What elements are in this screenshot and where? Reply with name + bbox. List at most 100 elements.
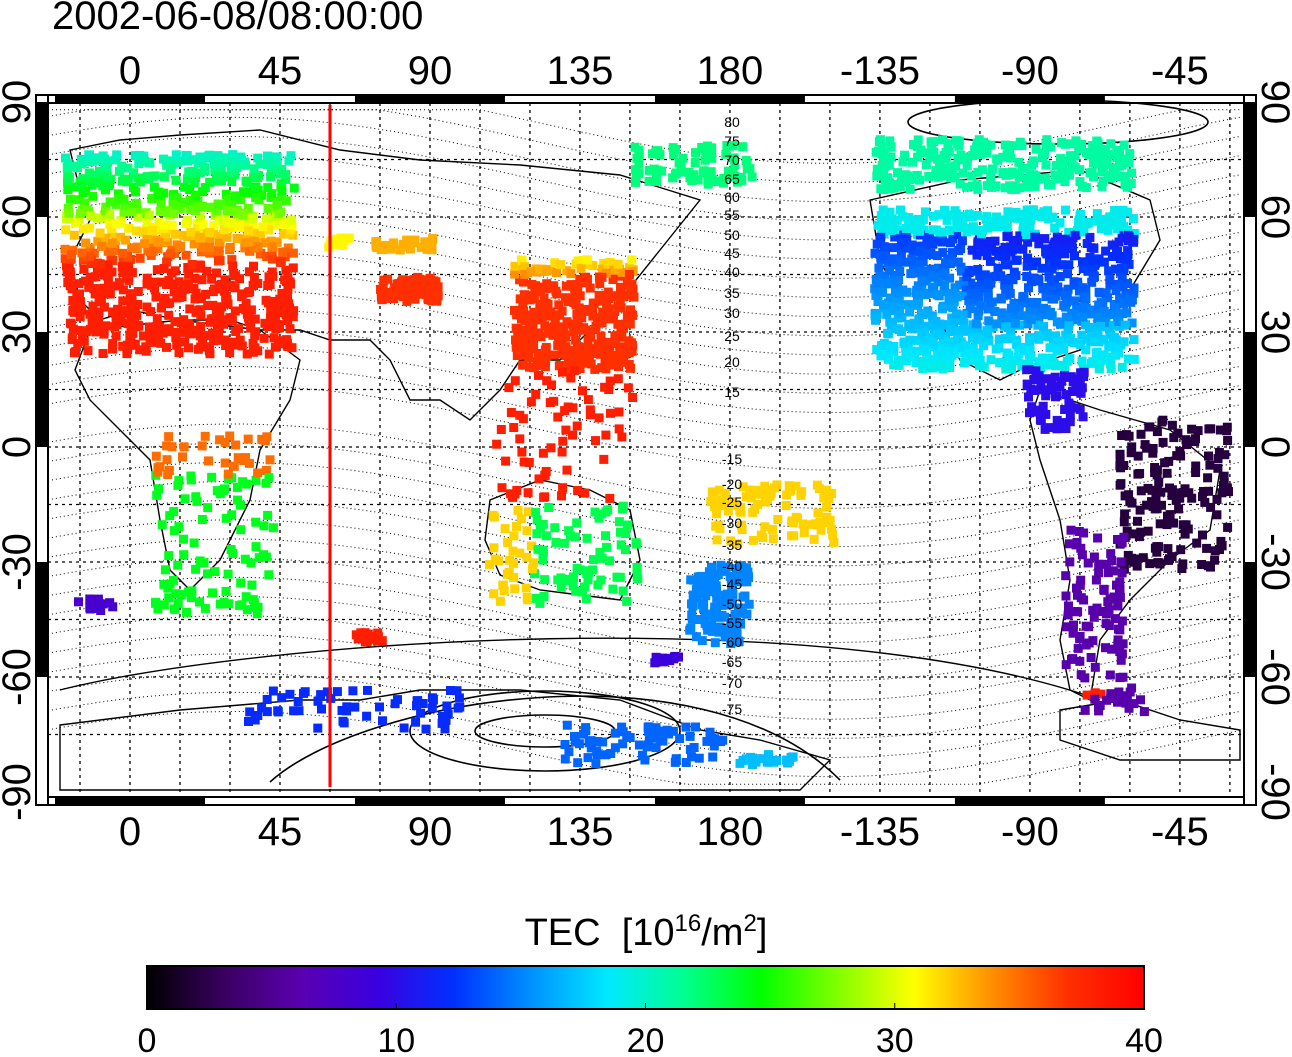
- tec-cell: [126, 289, 136, 299]
- tec-cell: [1117, 273, 1127, 283]
- tec-cell: [1180, 529, 1190, 539]
- tec-cell: [286, 215, 296, 225]
- tec-cell: [509, 423, 519, 432]
- tec-cell: [728, 141, 738, 151]
- tec-cell: [712, 509, 722, 519]
- tec-cell: [122, 349, 132, 359]
- tec-cell: [934, 330, 944, 340]
- tec-cell: [929, 147, 939, 157]
- border-segment: [354, 797, 505, 805]
- tec-cell: [1067, 237, 1076, 247]
- tec-cell: [1220, 450, 1230, 460]
- tec-cell: [165, 511, 175, 521]
- tec-cell: [634, 150, 644, 160]
- tec-cell: [550, 523, 560, 533]
- tec-cell: [525, 295, 535, 305]
- tec-cell: [558, 483, 568, 493]
- tec-cell: [540, 362, 550, 371]
- tec-cell: [1030, 298, 1040, 308]
- tec-cell: [190, 294, 200, 304]
- tec-cell: [1001, 334, 1011, 344]
- tec-cell: [1082, 148, 1091, 158]
- tec-cell: [1129, 699, 1139, 709]
- tec-cell: [1014, 172, 1024, 182]
- tec-cell: [532, 529, 542, 539]
- tec-cell: [180, 494, 190, 504]
- tec-cell: [786, 485, 796, 495]
- contour-label: 20: [724, 354, 740, 370]
- tec-cell: [1074, 527, 1084, 536]
- tec-cell: [1105, 275, 1115, 285]
- tec-cell: [942, 215, 952, 225]
- contour-label: -75: [722, 701, 742, 717]
- tec-cell: [886, 343, 896, 353]
- tec-cell: [116, 232, 126, 242]
- tec-cell: [259, 435, 269, 445]
- tec-cell: [1015, 183, 1024, 193]
- tec-cell: [601, 531, 610, 541]
- tec-cell: [102, 172, 112, 181]
- tec-cell: [92, 213, 102, 223]
- tec-cell: [428, 695, 438, 705]
- tec-cell: [62, 261, 71, 271]
- tec-cell: [687, 752, 696, 762]
- tec-cell: [172, 340, 182, 350]
- tec-cell: [581, 325, 591, 335]
- tec-cell: [1013, 236, 1023, 246]
- tec-cell: [954, 136, 964, 146]
- tec-cell: [61, 225, 71, 235]
- tec-cell: [580, 582, 589, 592]
- tec-cell: [1075, 656, 1085, 666]
- tec-cell: [81, 276, 90, 286]
- tec-cell: [1112, 342, 1122, 352]
- tec-cell: [546, 443, 556, 453]
- tec-cell: [233, 453, 243, 463]
- tec-cell: [1067, 156, 1076, 166]
- tec-cell: [996, 271, 1006, 281]
- tec-cell: [1148, 501, 1158, 511]
- tec-cell: [288, 263, 298, 273]
- tec-cell: [585, 283, 595, 293]
- tec-cell: [1056, 260, 1066, 270]
- tec-cell: [1094, 363, 1104, 373]
- tec-cell: [1002, 313, 1011, 323]
- tec-cell: [873, 297, 883, 306]
- tec-cell: [918, 364, 928, 374]
- tec-cell: [77, 305, 86, 315]
- tec-cell: [951, 309, 961, 319]
- tec-cell: [513, 329, 523, 339]
- tec-cell: [577, 278, 587, 288]
- tec-cell: [603, 289, 613, 299]
- tec-cell: [875, 271, 885, 281]
- tec-cell: [85, 602, 95, 612]
- tec-cell: [171, 333, 181, 343]
- tec-cell: [988, 164, 997, 174]
- tec-cell: [548, 330, 558, 340]
- tec-cell: [1155, 519, 1165, 529]
- tec-cell: [534, 370, 543, 380]
- tec-cell: [668, 726, 678, 736]
- tec-cell: [1115, 453, 1125, 463]
- tec-cell: [1070, 151, 1080, 161]
- tec-cell: [144, 322, 154, 332]
- lon-tick-label-top: -135: [840, 49, 920, 93]
- tec-cell: [84, 168, 94, 178]
- tec-cell: [389, 238, 399, 248]
- tec-cell: [524, 353, 534, 363]
- tec-cell: [196, 322, 206, 331]
- tec-cell: [228, 155, 238, 165]
- tec-cell: [938, 135, 947, 145]
- tec-cell: [701, 149, 711, 159]
- tec-cell: [872, 171, 882, 181]
- tec-cell: [1120, 320, 1130, 330]
- tec-cell: [1010, 318, 1020, 328]
- tec-cell: [249, 281, 258, 290]
- tec-cell: [576, 352, 586, 362]
- lon-tick-label-bottom: -90: [1001, 810, 1059, 854]
- contour-label: -55: [722, 615, 742, 631]
- tec-cell: [890, 232, 900, 242]
- tec-cell: [105, 598, 115, 608]
- tec-cell: [264, 349, 274, 359]
- lon-tick-label-top: 0: [119, 49, 141, 93]
- tec-cell: [277, 296, 287, 305]
